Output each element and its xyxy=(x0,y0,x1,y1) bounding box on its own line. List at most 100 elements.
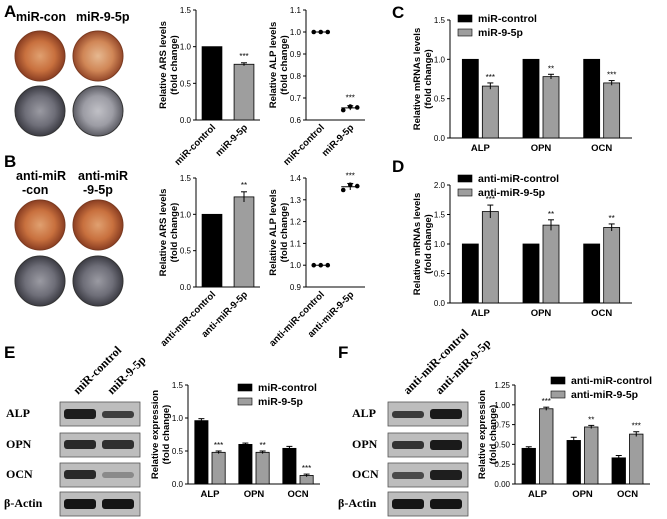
wb-band xyxy=(430,470,462,480)
y-tick-label: 0.6 xyxy=(290,116,302,125)
significance-mark: ** xyxy=(241,181,247,190)
y-tick-label: 0.5 xyxy=(172,447,184,456)
dish-ars-treatment xyxy=(72,30,124,82)
wb-e-row-label: β-Actin xyxy=(4,496,43,510)
y-tick-label: 1.3 xyxy=(290,196,302,205)
wb-band xyxy=(102,499,134,509)
dish-header-control-line2: -con xyxy=(22,183,48,197)
wb-band xyxy=(392,411,424,418)
x-tick-label: OCN xyxy=(287,489,308,500)
y-axis-title: Relative mRNAs levels xyxy=(412,193,423,295)
y-axis-title: (fold change) xyxy=(169,203,180,263)
bar xyxy=(233,63,255,121)
wb-band xyxy=(64,499,96,509)
data-point xyxy=(354,183,360,189)
y-axis-title: Relative ALP levels xyxy=(268,22,279,109)
legend-swatch xyxy=(457,28,473,37)
x-tick-label: OPN xyxy=(531,308,552,319)
y-tick-label: 0.7 xyxy=(290,94,302,103)
wb-band xyxy=(102,440,134,449)
y-tick-label: 1.0 xyxy=(434,240,446,249)
panel-d-label: D xyxy=(392,157,404,176)
significance-mark: *** xyxy=(239,52,248,61)
y-axis-title: (fold change) xyxy=(423,214,434,274)
chart-e-quant: 0.0 0.5 1.0 1.5 Relative expression (fold cha… xyxy=(150,381,320,500)
panel-b-label: B xyxy=(4,152,16,171)
bar xyxy=(211,451,226,485)
bar xyxy=(481,211,499,304)
y-tick-label: 0.5 xyxy=(434,270,446,279)
y-axis-title: (fold change) xyxy=(423,49,434,109)
dish-alp-anti-treatment xyxy=(72,255,124,307)
wb-f-row-label: β-Actin xyxy=(338,496,377,510)
data-point xyxy=(340,187,346,193)
bar xyxy=(521,447,536,485)
dish-ars-anti-treatment xyxy=(72,199,124,251)
y-tick-label: 1.0 xyxy=(172,414,184,423)
legend-swatch xyxy=(550,390,566,399)
bar xyxy=(629,433,644,485)
wb-band xyxy=(392,441,424,449)
y-tick-label: 1.0 xyxy=(290,28,302,37)
y-tick-label: 0.5 xyxy=(434,95,446,104)
chart-a-alp: 0.6 0.7 0.8 0.9 1.0 1.1 Relative ALP levels (fo… xyxy=(268,6,365,168)
x-tick-label: ALP xyxy=(471,308,491,319)
legend-swatch xyxy=(550,376,566,385)
legend-swatch xyxy=(457,14,473,23)
legend-label: miR-9-5p xyxy=(478,27,523,39)
y-tick-label: 1.00 xyxy=(494,401,510,410)
wb-band xyxy=(392,499,424,509)
dish-alp-anti-control xyxy=(14,255,66,307)
wb-e-row-label: OCN xyxy=(6,467,33,481)
legend-swatch xyxy=(457,174,473,183)
significance-mark: ** xyxy=(609,214,615,223)
wb-e-row-label: ALP xyxy=(6,406,30,420)
y-axis-title: (fold change) xyxy=(161,405,172,465)
significance-mark: ** xyxy=(588,415,594,424)
y-tick-label: 0.0 xyxy=(180,116,192,125)
significance-mark: *** xyxy=(486,73,495,82)
chart-b-ars: 0.0 0.5 1.0 1.5 Relative ARS levels (fold cha… xyxy=(158,174,260,349)
dish-header-treatment: miR-9-5p xyxy=(76,10,130,24)
bar xyxy=(583,243,601,304)
bar xyxy=(542,224,560,304)
dish-alp-treatment xyxy=(72,85,124,137)
legend-label: miR-9-5p xyxy=(258,396,303,408)
y-axis-title: Relative ALP levels xyxy=(268,189,279,276)
bar xyxy=(282,447,297,485)
x-tick-label: anti-miR-control xyxy=(158,289,218,349)
chart-b-alp: 0.9 1.0 1.1 1.2 1.3 1.4 Relative ALP levels (fo… xyxy=(267,171,365,349)
bar xyxy=(233,196,255,288)
bar xyxy=(584,426,599,485)
wb-f-row-label: ALP xyxy=(352,406,376,420)
y-tick-label: 0.0 xyxy=(180,283,192,292)
legend-label: anti-miR-control xyxy=(478,173,559,185)
chart-f-quant: 0.00 0.25 0.50 0.75 1.00 1.25 Relative express… xyxy=(477,375,652,500)
x-tick-label: ALP xyxy=(471,143,491,154)
y-tick-label: 1.1 xyxy=(290,239,302,248)
y-tick-label: 1.5 xyxy=(180,174,192,183)
x-tick-label: OCN xyxy=(617,489,638,500)
wb-f-blot: ALP OPN OCN β-Actin xyxy=(338,401,469,517)
x-tick-label: OPN xyxy=(572,489,593,500)
significance-mark: *** xyxy=(214,441,223,450)
x-tick-label: OCN xyxy=(591,143,612,154)
y-axis-title: Relative ARS levels xyxy=(158,189,169,277)
wb-band xyxy=(102,411,134,418)
x-tick-label: OPN xyxy=(531,143,552,154)
y-axis-title: (fold change) xyxy=(488,405,499,465)
wb-f-row-label: OPN xyxy=(352,437,378,451)
bar xyxy=(255,451,270,485)
wb-band xyxy=(430,409,462,419)
bar xyxy=(603,227,621,304)
dish-header-treatment-line2: -9-5p xyxy=(83,183,113,197)
x-tick-label: miR-control xyxy=(281,122,326,167)
legend-swatch xyxy=(237,383,253,392)
panel-c-label: C xyxy=(392,3,404,22)
y-axis-title: Relative expression xyxy=(477,390,488,479)
panel-f-label: F xyxy=(338,343,348,362)
panel-e-label: E xyxy=(4,343,15,362)
wb-band xyxy=(392,472,424,479)
significance-mark: *** xyxy=(542,397,551,406)
wb-band xyxy=(64,409,96,419)
